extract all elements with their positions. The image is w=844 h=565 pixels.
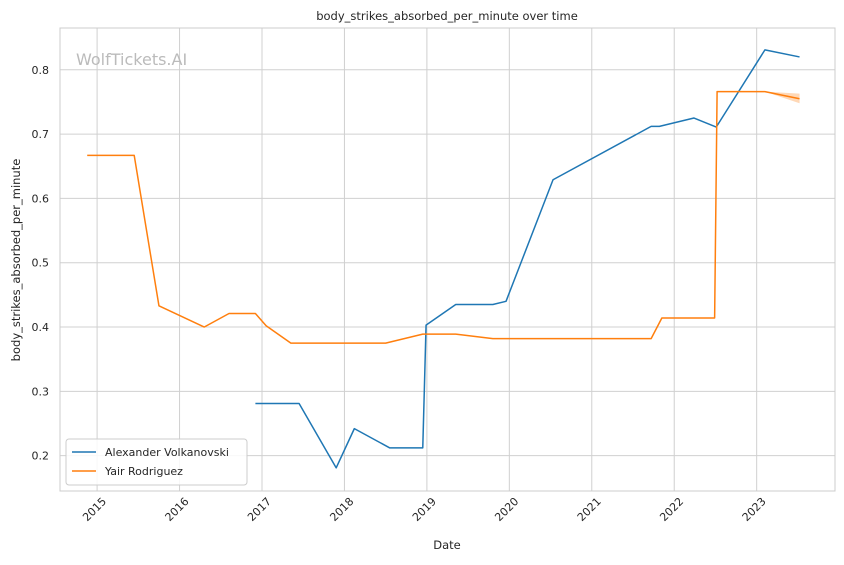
y-tick-label: 0.3 [32,385,50,398]
legend-label: Yair Rodriguez [104,465,183,478]
legend: Alexander Volkanovski Yair Rodriguez [65,438,248,486]
x-tick-label: 2016 [163,495,192,524]
y-tick-label: 0.4 [32,321,50,334]
series-line-1 [87,90,800,344]
x-tick-label: 2017 [245,495,274,524]
legend-label: Alexander Volkanovski [105,446,229,459]
grid-lines [60,28,835,491]
y-tick-label: 0.7 [32,128,50,141]
confidence-band [764,91,800,104]
confidence-bands [764,91,800,104]
y-tick-label: 0.5 [32,257,50,270]
x-tick-label: 2020 [492,495,521,524]
x-tick-label: 2023 [740,495,769,524]
axes-frame [59,27,836,492]
y-tick-labels: 0.2 0.3 0.4 0.5 0.6 0.7 0.8 [32,64,50,463]
watermark: WolfTickets.AI [76,50,187,69]
series-lines [87,49,800,469]
y-tick-label: 0.6 [32,192,50,205]
x-tick-label: 2021 [575,495,604,524]
plot-area-background [60,28,835,491]
y-axis-label: body_strikes_absorbed_per_minute [9,159,23,362]
series-line-0 [255,49,800,469]
x-tick-label: 2018 [327,495,356,524]
x-axis-label: Date [433,538,461,552]
legend-box [65,438,248,486]
x-tick-label: 2019 [410,495,439,524]
y-tick-label: 0.2 [32,450,50,463]
y-tick-label: 0.8 [32,64,50,77]
x-tick-label: 2015 [80,495,109,524]
x-tick-label: 2022 [657,495,686,524]
x-tick-labels: 2015 2016 2017 2018 2019 2020 2021 2022 2023 [80,495,769,524]
chart-title: body_strikes_absorbed_per_minute over ti… [316,9,578,23]
